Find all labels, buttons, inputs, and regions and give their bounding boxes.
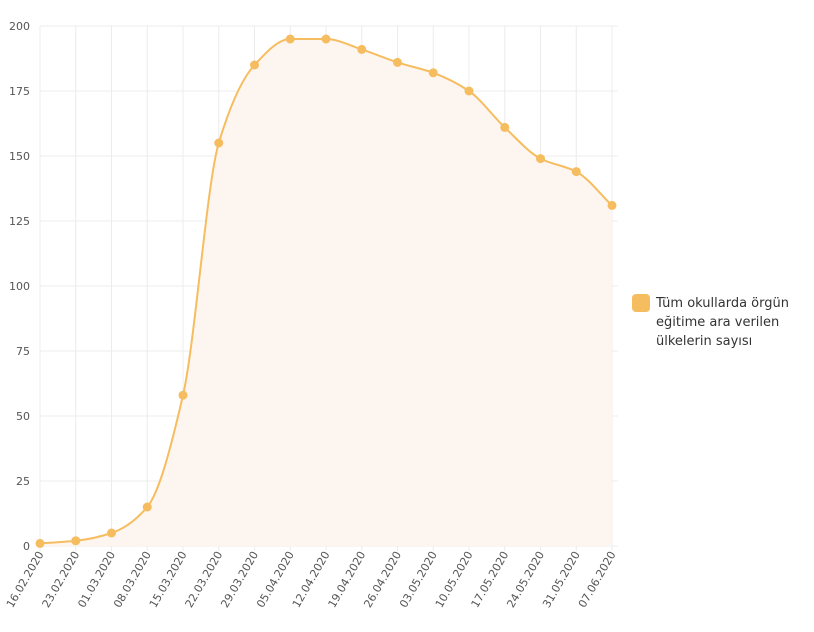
- y-tick-label: 100: [9, 280, 30, 293]
- y-tick-label: 0: [23, 540, 30, 553]
- data-point[interactable]: [250, 60, 259, 70]
- data-point[interactable]: [428, 68, 438, 78]
- data-point[interactable]: [142, 502, 152, 512]
- data-point[interactable]: [321, 34, 331, 44]
- y-tick-label: 150: [9, 150, 30, 163]
- data-point[interactable]: [285, 34, 295, 44]
- y-tick-label: 200: [9, 20, 30, 33]
- data-point[interactable]: [71, 536, 81, 546]
- data-points: [35, 34, 617, 548]
- y-tick-label: 50: [16, 410, 30, 423]
- y-tick-label: 125: [9, 215, 30, 228]
- y-tick-label: 75: [16, 345, 30, 358]
- data-point[interactable]: [607, 200, 617, 210]
- data-point[interactable]: [214, 138, 224, 148]
- y-tick-label: 25: [16, 475, 30, 488]
- y-tick-label: 175: [9, 85, 30, 98]
- data-point[interactable]: [464, 86, 474, 96]
- series-area: [40, 39, 612, 546]
- y-axis: 0 25 50 75 100 125 150 175 200: [9, 20, 30, 553]
- data-point[interactable]: [35, 538, 45, 548]
- data-point[interactable]: [178, 390, 188, 400]
- x-axis: 16.02.202023.02.202001.03.202008.03.2020…: [4, 549, 619, 610]
- data-point[interactable]: [393, 57, 402, 67]
- legend[interactable]: Tüm okullarda örgün eğitime ara verilen …: [632, 294, 810, 351]
- data-point[interactable]: [500, 122, 510, 132]
- legend-swatch: [632, 294, 650, 312]
- data-point[interactable]: [107, 528, 116, 538]
- x-tick-label: 07.06.2020: [576, 549, 619, 610]
- data-point[interactable]: [536, 154, 545, 164]
- data-point[interactable]: [357, 44, 367, 54]
- data-point[interactable]: [571, 167, 581, 177]
- legend-label: Tüm okullarda örgün eğitime ara verilen …: [656, 296, 789, 349]
